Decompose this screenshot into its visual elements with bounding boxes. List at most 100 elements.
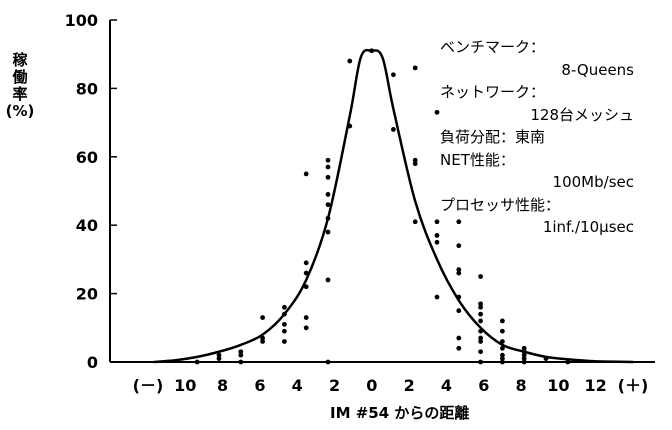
data-point [325,174,331,180]
data-point [325,359,331,365]
annotation-network-label: ネットワーク： [440,83,546,101]
data-point [238,349,244,355]
data-point [303,171,309,177]
data-point [260,339,265,344]
data-point [303,270,309,276]
annotation-load-distribution: 負荷分配：東南 [440,128,546,146]
annotation-processor-label: プロセッサ性能： [440,195,561,214]
data-point [478,318,483,324]
y-tick-label: 40 [76,216,98,235]
y-tick-label: 0 [87,353,98,372]
annotation-block: ベンチマーク： 8-Queens ネットワーク： 128台メッシュ 負荷分配：東… [440,36,640,239]
x-tick-label: 0 [366,376,377,395]
data-point [347,123,353,129]
data-point [500,352,505,358]
data-point [282,321,287,327]
data-point [412,157,418,163]
data-point [521,345,527,351]
data-point [521,352,527,358]
data-point [500,359,505,365]
x-tick-label: 10 [547,376,569,395]
x-tick-label: 10 [174,376,196,395]
data-point [434,239,440,245]
data-point [434,294,440,300]
annotation-network-value: 128台メッシュ [530,105,634,124]
data-point [303,325,309,331]
x-tick-label: (－) [133,376,164,395]
data-point [478,274,483,279]
axes [109,19,655,363]
data-point [478,339,483,344]
y-axis-label-char: 率 [12,85,28,103]
data-point [478,359,483,365]
annotation-processor-value: 1inf./10μsec [542,218,634,236]
data-point [456,243,462,249]
annotation-benchmark-value: 8-Queens [561,60,634,79]
data-point [282,311,287,317]
data-point [303,260,309,266]
y-tick-label: 100 [65,11,98,30]
scatter-points [194,48,571,365]
data-point [434,233,440,238]
data-point [325,277,331,283]
data-point [216,352,222,358]
data-point [412,161,418,167]
data-point [325,229,331,235]
x-tick-label: 12 [585,376,607,395]
data-point [434,109,440,115]
data-point [325,215,331,221]
x-tick-label: (＋) [618,376,649,395]
data-point [434,219,440,225]
y-tick-label: 60 [76,148,98,167]
annotation-net-value: 100Mb/sec [552,173,634,191]
data-point [456,219,462,225]
data-point [456,267,462,273]
data-point [412,219,418,225]
data-point [500,356,505,361]
data-point [260,315,265,320]
x-tick-label: 2 [404,376,415,395]
x-tick-label: 2 [329,376,340,395]
data-point [500,328,505,334]
data-point [325,202,331,208]
data-point [500,339,505,344]
x-tick-label: 6 [478,376,489,395]
data-point [282,304,287,310]
x-tick-label: 8 [516,376,527,395]
data-point [216,356,222,361]
data-point [478,304,483,310]
data-point [565,359,571,365]
x-tick-label: 8 [217,376,228,395]
data-point [456,345,462,351]
data-point [194,359,200,365]
data-point [456,294,462,300]
data-point [238,352,244,358]
data-point [347,58,353,64]
data-point [303,284,309,290]
data-point [238,359,244,365]
data-point [391,72,396,78]
data-point [543,356,549,361]
data-point [500,345,505,351]
x-tick-label: 4 [292,376,303,395]
data-point [325,164,331,170]
x-tick-label: 4 [441,376,452,395]
data-point [369,48,374,54]
data-point [478,349,483,355]
data-point [456,270,462,276]
data-point [500,318,505,324]
annotation-benchmark-label: ベンチマーク： [440,38,546,56]
data-point [478,301,483,307]
y-tick-label: 80 [76,79,98,98]
data-point [478,328,483,334]
y-axis-label: 稼 働 率 (%) [2,52,38,120]
data-point [325,157,331,163]
annotation-net-label: NET性能： [440,150,515,169]
data-point [521,349,527,355]
data-point [325,192,331,197]
x-axis-label: IM #54 からの距離 [330,404,470,422]
data-point [282,328,287,334]
data-point [303,315,309,320]
data-point [260,335,265,341]
